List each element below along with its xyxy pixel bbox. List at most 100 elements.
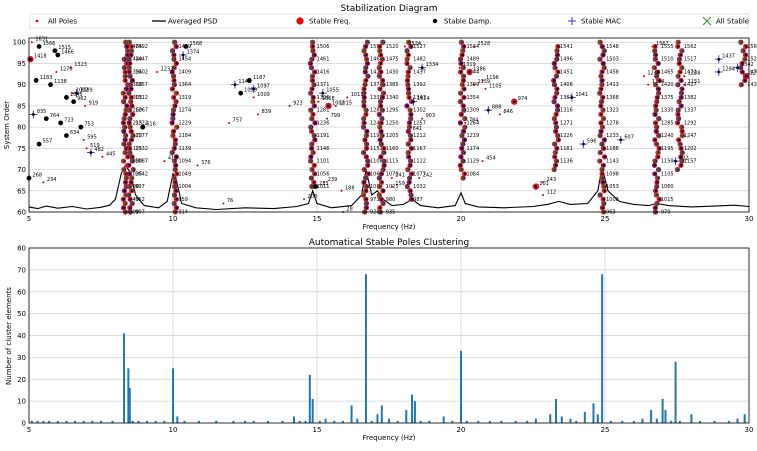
top-y-tick-label: 100	[13, 39, 26, 47]
stable-damp-marker	[600, 121, 603, 125]
labeled-pole: 1009	[252, 92, 270, 99]
labeled-pole: 595	[82, 134, 97, 141]
labeled-pole: 903	[421, 113, 435, 120]
labeled-pole: 784	[464, 117, 478, 124]
all-stable-marker	[601, 48, 607, 53]
all-stable-marker	[364, 133, 369, 138]
cluster-bar	[727, 420, 730, 423]
stable-damp-marker	[680, 164, 683, 167]
pole-index-label: 1520	[386, 44, 399, 50]
stable-damp-marker	[570, 96, 574, 99]
stable-damp-marker	[407, 40, 411, 44]
stable-damp-marker	[555, 125, 559, 129]
pole-index-label: 1418	[34, 54, 47, 60]
top-y-tick-label: 60	[17, 209, 26, 217]
pole-index-label: 1402	[135, 69, 148, 75]
bottom-x-tick-label: 5	[27, 426, 31, 434]
stable-damp-marker	[406, 79, 410, 82]
legend-swatch	[702, 16, 712, 26]
pole-index-label: 1506	[317, 44, 330, 50]
stable-damp-marker	[130, 189, 134, 193]
cluster-bar	[699, 420, 702, 423]
pole-index-label: 1333	[370, 95, 383, 101]
stable-damp-marker	[175, 91, 179, 95]
stable-column: 1157 1202 1247 1292 1337 1382 1427 1472 1517 1562	[674, 39, 697, 173]
labeled-pole: 641	[408, 126, 422, 133]
labeled-pole: 242	[418, 173, 432, 180]
stable-damp-marker	[379, 87, 382, 91]
stable-damp-marker	[674, 159, 677, 163]
stable-damp-marker	[741, 70, 745, 74]
pole-index-label: 1569	[747, 44, 757, 50]
top-y-tick-label: 65	[17, 187, 26, 195]
pole-index-label: 1008	[606, 197, 619, 203]
stable-damp-marker	[736, 66, 739, 70]
stable-damp-marker	[743, 57, 747, 61]
pole-index-label: 1342	[741, 62, 754, 68]
cluster-bar	[413, 401, 416, 423]
stable-damp-marker	[362, 117, 366, 120]
labeled-pole: 596	[579, 139, 596, 149]
pole-index-label: 1517	[684, 57, 697, 63]
stable-damp-marker	[128, 172, 132, 176]
stable-damp-marker	[173, 66, 177, 70]
stable-damp-marker	[171, 121, 174, 125]
all-stable-marker	[408, 116, 413, 121]
stable-damp-marker	[655, 108, 658, 112]
pole-index-label: 980	[386, 197, 396, 203]
pole-index-label: 1319	[178, 95, 191, 101]
pole-index-label: 208	[308, 194, 318, 200]
stable-damp-marker	[556, 87, 559, 91]
labeled-pole: 1187	[246, 75, 266, 83]
stable-damp-marker	[327, 104, 330, 108]
stable-column: 1136 1181 1226 1271 1316 1361 1406 1451 1496 1541	[551, 43, 573, 173]
all-stable-marker	[554, 73, 559, 79]
all-stable-marker	[377, 175, 382, 181]
cluster-bar	[100, 420, 102, 423]
all-stable-marker	[121, 167, 127, 172]
all-stable-marker	[172, 192, 177, 198]
stable-damp-marker	[313, 104, 317, 108]
cluster-bar	[601, 274, 604, 423]
all-stable-marker	[172, 201, 177, 206]
stable-damp-marker	[381, 57, 385, 61]
all-stable-marker	[405, 73, 411, 79]
pole-index-label: 1395	[129, 69, 142, 75]
pole-index-label: 1309	[466, 108, 479, 114]
stable-damp-marker	[71, 99, 77, 105]
all-stable-marker	[601, 184, 606, 189]
stable-damp-marker	[64, 95, 69, 100]
stable-damp-marker	[603, 202, 606, 205]
stable-damp-marker	[123, 189, 127, 193]
stable-damp-marker	[124, 96, 128, 99]
all-poles-marker	[340, 189, 343, 192]
pole-index-label: 1247	[684, 133, 697, 139]
stable-damp-marker	[603, 138, 607, 142]
stable-damp-marker	[556, 134, 560, 137]
all-stable-marker	[597, 158, 603, 164]
stable-damp-marker	[311, 185, 314, 188]
stable-damp-marker	[603, 66, 606, 70]
labeled-pole: 1068	[317, 96, 335, 103]
stable-damp-marker	[468, 70, 472, 74]
all-stable-marker	[407, 65, 413, 70]
all-stable-marker	[311, 133, 317, 138]
stable-damp-marker	[486, 108, 490, 112]
cluster-bar	[370, 420, 373, 423]
stable-damp-marker	[309, 108, 313, 112]
stable-damp-marker	[125, 104, 129, 108]
stable-damp-marker	[654, 57, 658, 61]
all-stable-marker	[308, 124, 314, 130]
stable-damp-marker	[655, 185, 659, 188]
all-stable-marker	[361, 116, 366, 121]
stable-damp-marker	[124, 70, 128, 74]
legend-swatch	[296, 17, 304, 25]
stable-damp-marker	[654, 138, 657, 142]
pole-index-label: 1087	[135, 159, 148, 165]
labeled-pole: 1053	[238, 88, 257, 96]
stable-damp-marker	[677, 108, 681, 112]
all-poles-marker	[323, 181, 326, 184]
stable-damp-marker	[173, 79, 176, 82]
stable-damp-marker	[366, 40, 370, 44]
pole-index-label: 1555	[661, 44, 674, 50]
